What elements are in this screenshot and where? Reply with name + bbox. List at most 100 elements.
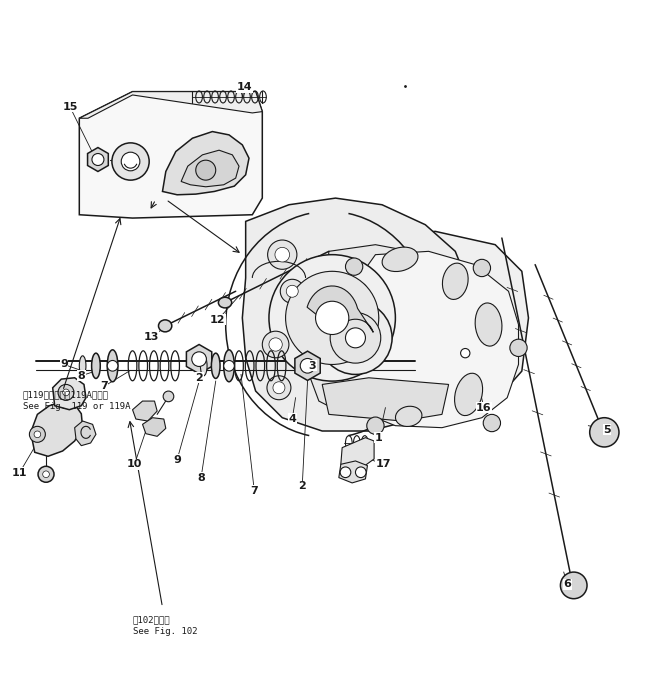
Ellipse shape — [211, 353, 220, 378]
Text: 7: 7 — [250, 486, 258, 496]
Circle shape — [38, 466, 54, 482]
Text: 13: 13 — [144, 331, 159, 342]
Circle shape — [58, 384, 74, 400]
Circle shape — [112, 143, 149, 180]
Text: 3: 3 — [309, 361, 316, 371]
Ellipse shape — [201, 356, 207, 376]
Circle shape — [30, 426, 46, 442]
Circle shape — [460, 349, 470, 358]
Circle shape — [268, 240, 297, 269]
Circle shape — [346, 328, 366, 348]
Ellipse shape — [92, 353, 100, 378]
Circle shape — [287, 285, 298, 297]
Text: 4: 4 — [289, 414, 296, 424]
Polygon shape — [53, 378, 86, 410]
Text: 8: 8 — [197, 473, 205, 482]
Text: 第119図または第119A図参照
See Fig. 119 or 119A: 第119図または第119A図参照 See Fig. 119 or 119A — [23, 391, 130, 411]
Polygon shape — [142, 418, 166, 436]
Text: 17: 17 — [376, 460, 391, 469]
Polygon shape — [307, 286, 373, 332]
Circle shape — [367, 417, 384, 434]
Circle shape — [346, 258, 363, 276]
Circle shape — [510, 339, 527, 356]
Polygon shape — [322, 232, 529, 421]
Text: 6: 6 — [563, 579, 571, 589]
Polygon shape — [322, 378, 449, 421]
Ellipse shape — [442, 263, 468, 300]
Ellipse shape — [454, 373, 482, 415]
Circle shape — [269, 338, 282, 351]
Polygon shape — [181, 150, 239, 187]
Ellipse shape — [218, 297, 231, 308]
Circle shape — [315, 301, 349, 335]
Ellipse shape — [475, 303, 502, 346]
Polygon shape — [31, 401, 83, 456]
Text: 7: 7 — [100, 382, 108, 391]
Circle shape — [163, 391, 174, 402]
Circle shape — [267, 376, 291, 400]
Circle shape — [34, 431, 41, 438]
Ellipse shape — [382, 247, 418, 271]
Text: 8: 8 — [77, 371, 85, 381]
Circle shape — [300, 358, 315, 373]
Circle shape — [223, 360, 234, 371]
Circle shape — [297, 333, 316, 353]
Circle shape — [590, 418, 619, 447]
Circle shape — [121, 152, 140, 171]
Ellipse shape — [158, 320, 172, 332]
Circle shape — [473, 259, 491, 276]
Circle shape — [348, 282, 368, 302]
Circle shape — [62, 389, 69, 395]
Circle shape — [340, 467, 351, 477]
Circle shape — [330, 313, 380, 363]
Circle shape — [297, 282, 316, 302]
Circle shape — [280, 279, 304, 303]
Text: 16: 16 — [476, 402, 492, 413]
Circle shape — [286, 271, 378, 364]
Circle shape — [560, 572, 587, 599]
Polygon shape — [87, 147, 108, 172]
Text: 10: 10 — [127, 460, 142, 469]
Circle shape — [196, 160, 215, 180]
Polygon shape — [341, 251, 519, 428]
Text: 2: 2 — [195, 373, 203, 383]
Text: 14: 14 — [236, 82, 252, 92]
Ellipse shape — [223, 350, 234, 382]
Circle shape — [273, 382, 285, 393]
Text: 12: 12 — [210, 315, 225, 325]
Circle shape — [275, 247, 290, 262]
Circle shape — [322, 344, 342, 364]
Circle shape — [92, 154, 104, 165]
Polygon shape — [162, 132, 249, 195]
Ellipse shape — [107, 350, 118, 382]
Polygon shape — [295, 351, 320, 380]
Text: 5: 5 — [603, 424, 611, 435]
Polygon shape — [309, 245, 475, 418]
Circle shape — [269, 255, 395, 381]
Circle shape — [286, 308, 305, 328]
Ellipse shape — [395, 407, 422, 426]
Polygon shape — [74, 421, 96, 446]
Polygon shape — [242, 198, 468, 431]
Circle shape — [322, 271, 342, 291]
Circle shape — [319, 301, 392, 374]
Circle shape — [348, 333, 368, 353]
Circle shape — [356, 467, 366, 477]
Circle shape — [359, 308, 378, 328]
Polygon shape — [79, 92, 262, 218]
Circle shape — [262, 331, 289, 358]
Circle shape — [483, 414, 501, 432]
Text: 2: 2 — [299, 481, 306, 491]
Text: 9: 9 — [60, 360, 68, 369]
Polygon shape — [341, 438, 374, 470]
Text: 第102図参照
See Fig. 102: 第102図参照 See Fig. 102 — [133, 615, 197, 636]
Text: 15: 15 — [62, 102, 78, 112]
Polygon shape — [133, 401, 157, 421]
Polygon shape — [79, 92, 262, 119]
Ellipse shape — [79, 356, 86, 376]
Circle shape — [192, 352, 207, 367]
Circle shape — [43, 471, 50, 477]
Circle shape — [107, 360, 118, 371]
Text: 1: 1 — [375, 433, 382, 442]
Polygon shape — [339, 461, 368, 483]
